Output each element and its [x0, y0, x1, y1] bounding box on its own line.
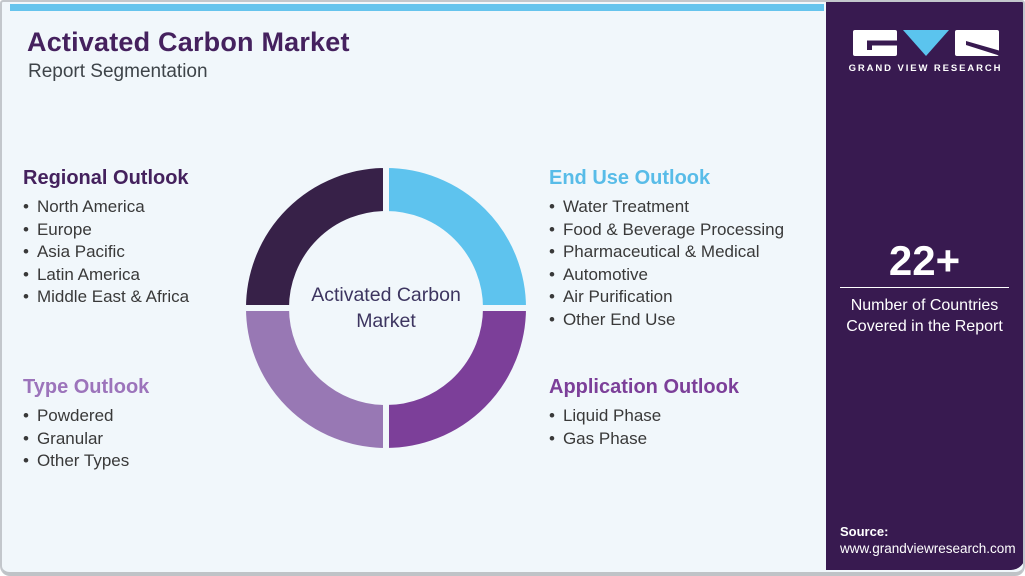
list-item: Latin America [23, 264, 273, 287]
stat-label-line2: Covered in the Report [846, 318, 1003, 335]
donut-gap-horizontal [246, 305, 526, 311]
section-list: North America Europe Asia Pacific Latin … [23, 196, 273, 309]
stat-value: 22+ [888, 237, 961, 284]
gvr-logo-icon [852, 30, 999, 56]
section-heading: Application Outlook [549, 376, 739, 398]
stat-divider [840, 287, 1009, 288]
list-item: Liquid Phase [549, 405, 849, 428]
section-regional-outlook: Regional Outlook North America Europe As… [23, 166, 273, 309]
source-label: Source: [840, 524, 889, 539]
section-list: Powdered Granular Other Types [23, 405, 273, 473]
donut-chart [246, 168, 526, 448]
top-accent-bar [10, 4, 824, 11]
donut-center-label: Activated Carbon Market [246, 168, 526, 448]
section-application-outlook: Application Outlook Liquid Phase Gas Pha… [549, 375, 849, 450]
page-subtitle: Report Segmentation [28, 61, 208, 82]
section-list: Liquid Phase Gas Phase [549, 405, 849, 450]
list-item: Water Treatment [549, 196, 849, 219]
section-heading: End Use Outlook [549, 167, 711, 189]
brand-name: GRAND VIEW RESEARCH [848, 63, 1003, 74]
list-item: Food & Beverage Processing [549, 219, 849, 242]
source-url: www.grandviewresearch.com [840, 541, 1016, 556]
sidebar: GRAND VIEW RESEARCH 22+ Number of Countr… [826, 2, 1023, 570]
donut-segment-end-use [385, 168, 526, 309]
logo-v-triangle [902, 30, 949, 56]
list-item: Europe [23, 219, 273, 242]
list-item: Air Purification [549, 286, 849, 309]
list-item: North America [23, 196, 273, 219]
list-item: Middle East & Africa [23, 286, 273, 309]
list-item: Powdered [23, 405, 273, 428]
list-item: Pharmaceutical & Medical [549, 241, 849, 264]
segmentation-donut: Activated Carbon Market [246, 168, 526, 448]
section-list: Water Treatment Food & Beverage Processi… [549, 196, 849, 332]
source-block: Source: www.grandviewresearch.com [840, 523, 1016, 558]
list-item: Granular [23, 428, 273, 451]
list-item: Asia Pacific [23, 241, 273, 264]
list-item: Other End Use [549, 309, 849, 332]
list-item: Other Types [23, 450, 273, 473]
page-title: Activated Carbon Market [27, 27, 350, 57]
donut-center-label-line1: Activated Carbon [311, 284, 461, 306]
gvr-logo: GRAND VIEW RESEARCH [826, 30, 1023, 74]
donut-center-label-line2: Market [356, 310, 416, 332]
list-item: Automotive [549, 264, 849, 287]
section-type-outlook: Type Outlook Powdered Granular Other Typ… [23, 375, 273, 473]
stat-label-line1: Number of Countries [850, 297, 999, 314]
donut-segment-regional [246, 168, 387, 309]
donut-segment-application [385, 307, 526, 448]
countries-stat: 22+ Number of Countries Covered in the R… [840, 238, 1009, 337]
section-end-use-outlook: End Use Outlook Water Treatment Food & B… [549, 166, 849, 332]
list-item: Gas Phase [549, 428, 849, 451]
logo-g-counter [866, 40, 897, 50]
section-heading: Regional Outlook [23, 167, 189, 189]
donut-segment-type [246, 307, 387, 448]
section-heading: Type Outlook [23, 376, 150, 398]
logo-r-slash [965, 41, 999, 56]
